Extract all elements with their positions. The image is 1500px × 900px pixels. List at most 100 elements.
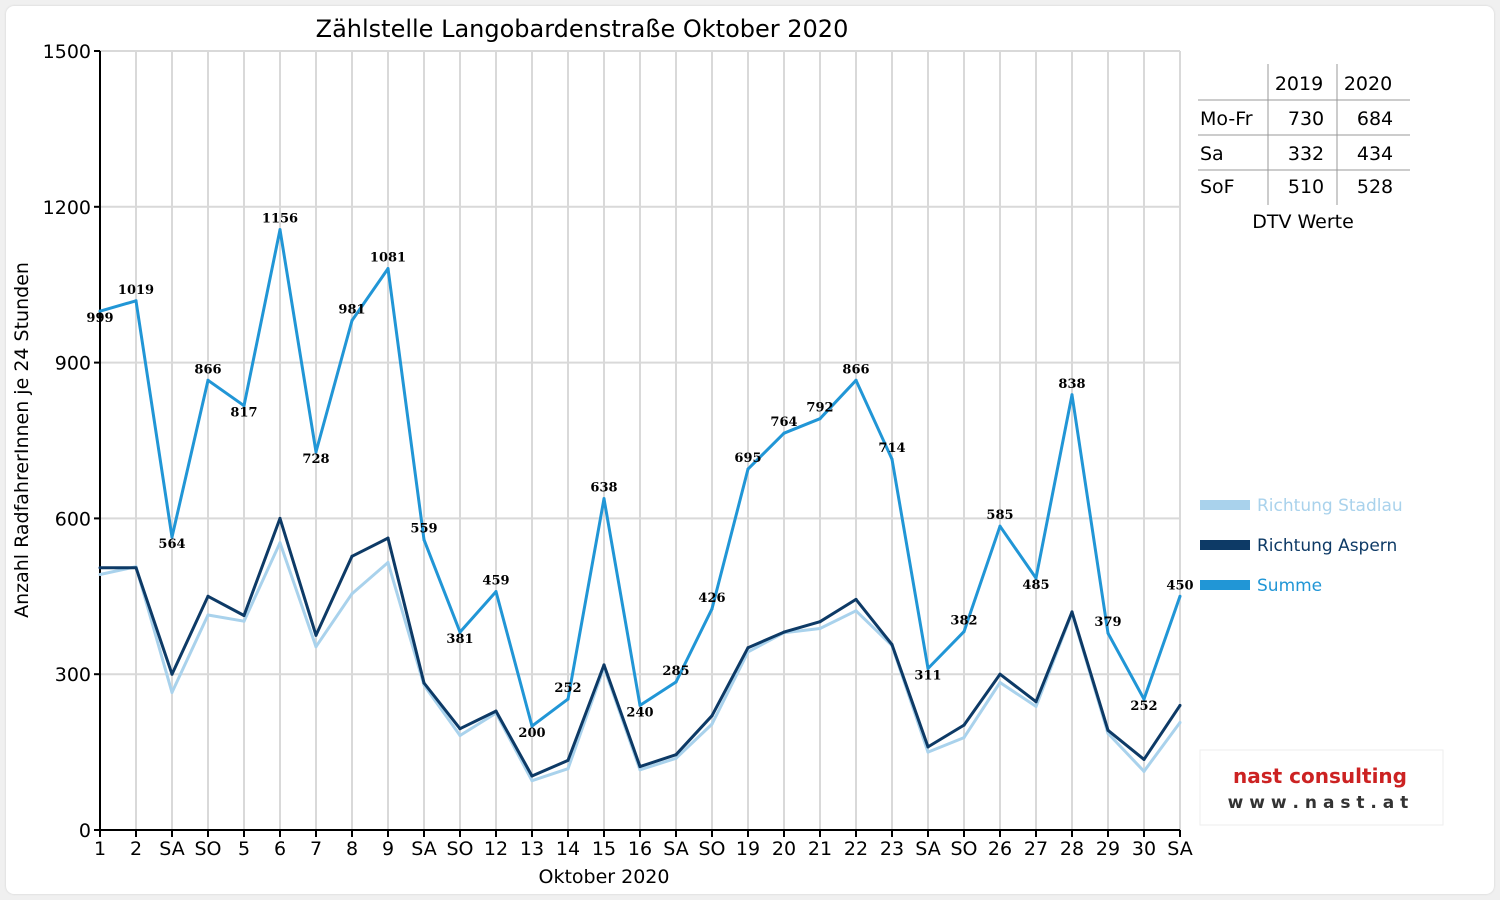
data-point — [350, 592, 354, 596]
data-point — [854, 597, 858, 601]
x-tick-label: 15 — [592, 838, 616, 860]
legend-label: Richtung Stadlau — [1257, 496, 1403, 516]
data-point — [602, 663, 606, 667]
data-point — [170, 535, 174, 539]
data-label: 450 — [1166, 578, 1193, 593]
data-point — [386, 536, 390, 540]
data-label: 999 — [86, 311, 113, 326]
data-label: 240 — [626, 705, 653, 720]
data-point — [710, 714, 714, 718]
data-point — [962, 723, 966, 727]
data-point — [206, 594, 210, 598]
table-row-label: Mo-Fr — [1200, 108, 1253, 130]
table-header-2020: 2020 — [1344, 73, 1392, 95]
x-tick-label: 22 — [844, 838, 868, 860]
x-tick-label: 14 — [556, 838, 580, 860]
data-point — [98, 572, 102, 576]
data-point — [530, 779, 534, 783]
data-point — [782, 630, 786, 634]
data-point — [278, 516, 282, 520]
x-tick-label: 26 — [988, 838, 1012, 860]
data-point — [458, 733, 462, 737]
table-cell: 528 — [1357, 176, 1393, 198]
data-point — [314, 645, 318, 649]
data-label: 485 — [1022, 578, 1049, 593]
table-cell: 684 — [1357, 108, 1393, 130]
data-point — [638, 703, 642, 707]
data-point — [566, 697, 570, 701]
data-point — [890, 643, 894, 647]
data-point — [818, 620, 822, 624]
x-tick-label: 28 — [1060, 838, 1084, 860]
data-point — [926, 666, 930, 670]
x-tick-label: 1 — [94, 838, 106, 860]
x-tick-label: 12 — [484, 838, 508, 860]
dtv-table: 2019 2020 Mo-Fr 730 684 Sa 332 434 SoF 5… — [1198, 64, 1410, 233]
data-point — [998, 672, 1002, 676]
data-point — [494, 709, 498, 713]
y-axis-label: Anzahl RadfahrerInnen je 24 Stunden — [11, 262, 33, 618]
data-point — [278, 541, 282, 545]
data-label: 714 — [878, 441, 905, 456]
x-tick-label: SA — [411, 838, 436, 860]
data-point — [422, 538, 426, 542]
x-tick-label: 29 — [1096, 838, 1120, 860]
data-point — [278, 228, 282, 232]
data-point — [602, 497, 606, 501]
logo-text: nast consulting — [1233, 764, 1407, 788]
table-cell: 510 — [1288, 176, 1324, 198]
data-point — [746, 467, 750, 471]
data-point — [458, 727, 462, 731]
x-tick-label: SA — [159, 838, 184, 860]
data-point — [530, 724, 534, 728]
series-lines — [98, 228, 1182, 783]
data-label: 817 — [230, 406, 257, 421]
data-point — [1142, 769, 1146, 773]
data-point — [854, 609, 858, 613]
data-point — [1034, 576, 1038, 580]
data-label: 638 — [590, 481, 617, 496]
data-point — [674, 753, 678, 757]
data-point — [1034, 700, 1038, 704]
x-tick-label: SO — [698, 838, 725, 860]
data-label: 585 — [986, 508, 1013, 523]
data-label: 1156 — [262, 212, 298, 227]
data-point — [962, 736, 966, 740]
data-label: 728 — [302, 452, 329, 467]
data-point — [998, 681, 1002, 685]
legend-swatch — [1200, 540, 1250, 550]
logo: nast consulting w w w . n a s t . a t — [1199, 749, 1444, 826]
data-label: 866 — [194, 362, 221, 377]
x-tick-label: SA — [663, 838, 688, 860]
data-point — [134, 566, 138, 570]
x-tick-label: SO — [950, 838, 977, 860]
data-label: 381 — [446, 632, 473, 647]
x-tick-label: 5 — [238, 838, 250, 860]
data-point — [1070, 393, 1074, 397]
x-tick-label: 30 — [1132, 838, 1156, 860]
x-tick-label: 20 — [772, 838, 796, 860]
data-label: 764 — [770, 415, 797, 430]
data-point — [314, 633, 318, 637]
x-tick-label: 6 — [274, 838, 286, 860]
data-point — [926, 745, 930, 749]
x-tick-label: 21 — [808, 838, 832, 860]
data-point — [386, 561, 390, 565]
data-label: 252 — [554, 681, 581, 696]
data-point — [242, 614, 246, 618]
legend-swatch — [1200, 580, 1250, 590]
data-label: 379 — [1094, 615, 1121, 630]
data-label: 311 — [914, 668, 941, 683]
x-tick-label: 23 — [880, 838, 904, 860]
data-point — [710, 722, 714, 726]
data-point — [710, 607, 714, 611]
data-label: 1081 — [370, 251, 406, 266]
y-tick-label: 600 — [55, 508, 91, 530]
data-point — [314, 450, 318, 454]
x-axis-label: Oktober 2020 — [539, 866, 670, 888]
data-point — [674, 756, 678, 760]
data-label: 1019 — [118, 283, 154, 298]
data-label: 252 — [1130, 699, 1157, 714]
